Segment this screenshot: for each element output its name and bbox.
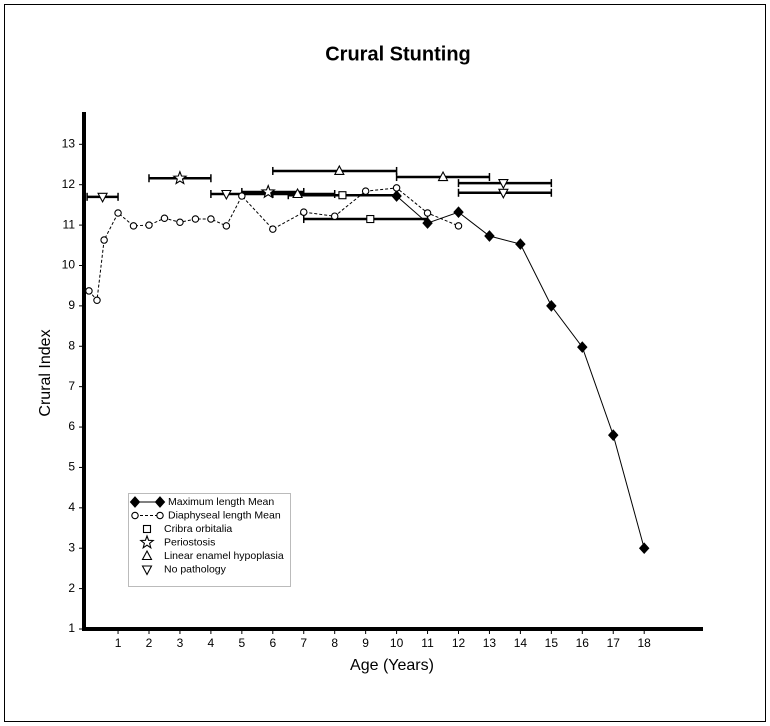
marker-diamond bbox=[129, 496, 141, 508]
marker-triangle-up bbox=[333, 164, 345, 176]
marker-star bbox=[172, 170, 188, 185]
legend-label: Maximum length Mean bbox=[168, 496, 274, 508]
marker-circle bbox=[207, 215, 215, 223]
marker-square bbox=[366, 214, 375, 224]
marker-circle bbox=[93, 296, 101, 304]
marker-circle bbox=[392, 184, 401, 192]
x-tick-label: 2 bbox=[146, 636, 153, 650]
y-tick-label: 5 bbox=[68, 460, 75, 474]
marker-circle bbox=[361, 187, 370, 195]
marker-diamond bbox=[608, 429, 619, 441]
marker-circle bbox=[222, 222, 231, 230]
marker-circle bbox=[299, 208, 308, 216]
y-tick-label: 1 bbox=[68, 621, 75, 635]
x-tick-label: 17 bbox=[607, 636, 621, 650]
x-tick-label: 7 bbox=[300, 636, 307, 650]
marker-circle bbox=[85, 287, 93, 295]
marker-circle bbox=[454, 222, 463, 230]
marker-circle bbox=[131, 511, 139, 520]
y-tick-label: 12 bbox=[62, 177, 76, 191]
y-axis-label: Crural Index bbox=[37, 329, 54, 416]
x-tick-label: 8 bbox=[331, 636, 338, 650]
frame bbox=[4, 4, 766, 722]
marker-circle bbox=[114, 209, 122, 217]
x-tick-label: 9 bbox=[362, 636, 369, 650]
marker-diamond bbox=[484, 230, 495, 242]
marker-star bbox=[139, 534, 155, 550]
y-tick-label: 2 bbox=[68, 581, 75, 595]
legend-box bbox=[128, 493, 291, 587]
x-axis-label: Age (Years) bbox=[350, 657, 434, 674]
marker-circle bbox=[100, 236, 108, 244]
y-tick-label: 9 bbox=[68, 298, 75, 312]
marker-square bbox=[338, 191, 347, 200]
y-tick-label: 11 bbox=[63, 217, 76, 231]
marker-triangle-down bbox=[97, 192, 108, 203]
marker-diamond bbox=[577, 341, 588, 353]
marker-circle bbox=[330, 212, 339, 220]
x-tick-label: 12 bbox=[452, 636, 466, 650]
marker-triangle-down bbox=[141, 565, 153, 576]
y-tick-label: 13 bbox=[62, 136, 76, 150]
legend-label: Linear enamel hypoplasia bbox=[164, 550, 284, 562]
x-tick-label: 5 bbox=[239, 636, 246, 650]
y-tick-label: 4 bbox=[68, 500, 75, 514]
marker-diamond bbox=[515, 238, 526, 250]
marker-square bbox=[142, 524, 152, 534]
x-tick-label: 13 bbox=[483, 636, 497, 650]
x-tick-label: 6 bbox=[269, 636, 276, 650]
x-tick-label: 14 bbox=[514, 636, 528, 650]
marker-diamond bbox=[154, 496, 166, 508]
y-tick-label: 10 bbox=[62, 258, 76, 272]
legend-label: Diaphyseal length Mean bbox=[168, 509, 281, 521]
marker-diamond bbox=[422, 217, 433, 229]
marker-circle bbox=[156, 511, 164, 520]
legend-label: No pathology bbox=[164, 563, 227, 575]
marker-triangle-down bbox=[497, 179, 509, 190]
y-tick-label: 6 bbox=[68, 419, 75, 433]
marker-diamond bbox=[391, 190, 402, 202]
legend-label: Cribra orbitalia bbox=[164, 523, 232, 535]
chart-title: Crural Stunting bbox=[325, 43, 471, 65]
x-tick-label: 4 bbox=[208, 636, 215, 650]
marker-circle bbox=[269, 225, 277, 233]
legend-label: Periostosis bbox=[164, 536, 215, 548]
marker-circle bbox=[160, 214, 169, 222]
marker-circle bbox=[423, 209, 432, 217]
y-tick-label: 3 bbox=[68, 540, 75, 554]
x-tick-label: 16 bbox=[576, 636, 590, 650]
x-tick-label: 18 bbox=[638, 636, 652, 650]
marker-triangle-up bbox=[292, 187, 303, 199]
marker-triangle-up bbox=[437, 170, 449, 182]
series-line bbox=[88, 187, 459, 302]
marker-triangle-up bbox=[141, 549, 153, 561]
x-tick-label: 11 bbox=[421, 636, 434, 650]
y-tick-label: 7 bbox=[68, 379, 75, 393]
marker-star bbox=[260, 183, 276, 199]
marker-circle bbox=[129, 222, 138, 230]
marker-diamond bbox=[638, 542, 650, 555]
marker-circle bbox=[145, 221, 153, 229]
marker-triangle-down bbox=[497, 188, 509, 199]
x-tick-label: 3 bbox=[177, 636, 184, 650]
marker-triangle-down bbox=[220, 189, 232, 201]
marker-circle bbox=[176, 218, 184, 227]
x-tick-label: 1 bbox=[115, 636, 122, 650]
marker-circle bbox=[238, 192, 246, 200]
marker-diamond bbox=[453, 206, 464, 218]
x-tick-label: 10 bbox=[390, 636, 404, 650]
x-tick-label: 15 bbox=[545, 636, 559, 650]
marker-diamond bbox=[546, 300, 557, 312]
y-tick-label: 8 bbox=[68, 338, 75, 352]
marker-circle bbox=[191, 215, 200, 223]
